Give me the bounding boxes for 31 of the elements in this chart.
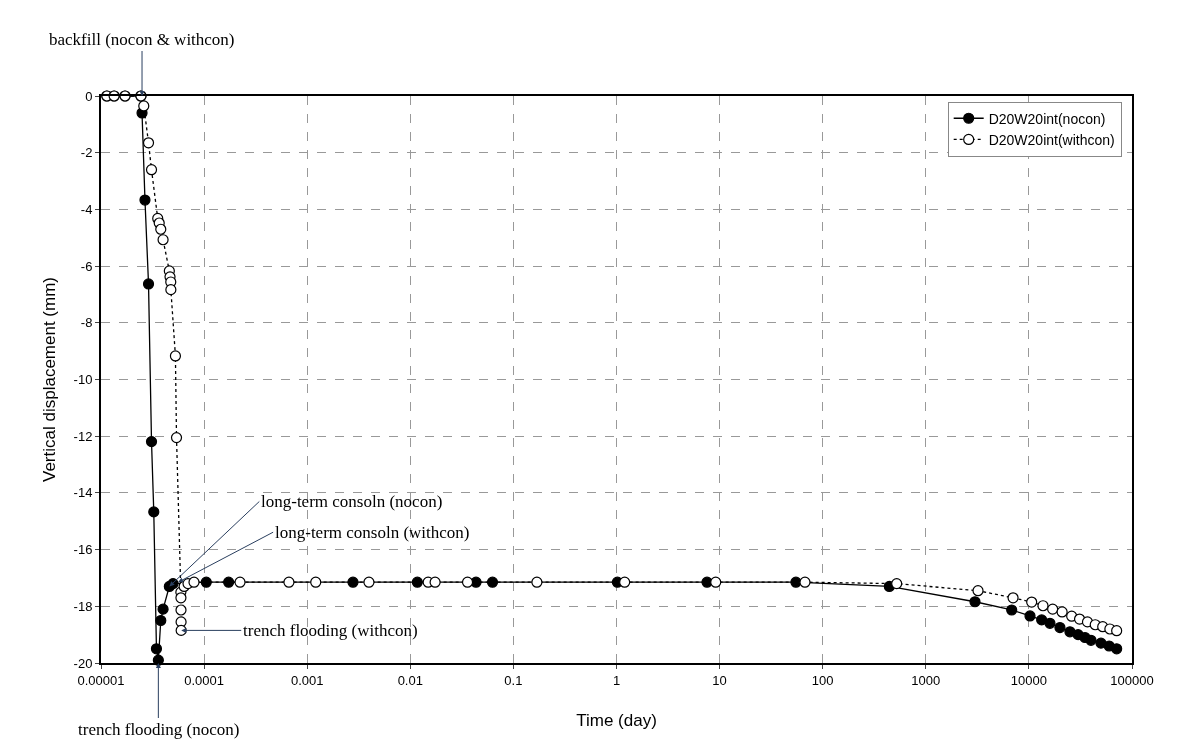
annotation: trench flooding (withcon) [243, 621, 418, 640]
x-tick-label: 1000 [911, 672, 941, 688]
annotation: backfill (nocon & withcon) [49, 30, 235, 49]
y-tick-label: -2 [80, 145, 93, 161]
annotation: long-term consoln (withcon) [275, 523, 470, 542]
y-tick-label: -10 [73, 372, 93, 388]
x-tick-label: 10 [712, 672, 727, 688]
x-tick-label: 0.00001 [77, 672, 125, 688]
x-axis-title: Time (day) [576, 711, 657, 731]
x-tick-label: 100 [811, 672, 834, 688]
y-tick-label: -18 [73, 598, 93, 614]
y-tick-label: -16 [73, 542, 93, 558]
x-tick-label: 100000 [1110, 672, 1154, 688]
y-tick-label: -20 [73, 655, 93, 671]
annotation: trench flooding (nocon) [78, 720, 240, 739]
y-axis-title: Vertical displacement (mm) [39, 276, 59, 483]
legend-label: D20W20int(nocon) [988, 110, 1106, 127]
x-tick-label: 1 [612, 672, 621, 688]
x-tick-label: 0.001 [290, 672, 324, 688]
x-tick-label: 0.0001 [184, 672, 224, 688]
x-tick-label: 0.1 [504, 672, 523, 688]
y-tick-label: -4 [80, 201, 93, 217]
y-tick-label: -12 [73, 428, 93, 444]
y-tick-label: -14 [73, 485, 93, 501]
annotation: long-term consoln (nocon) [261, 492, 443, 511]
x-tick-label: 0.01 [397, 672, 423, 688]
x-tick-label: 10000 [1010, 672, 1047, 688]
y-tick-label: -6 [80, 258, 93, 274]
legend-label: D20W20int(withcon) [988, 131, 1115, 148]
y-tick-label: 0 [85, 88, 93, 104]
y-tick-label: -8 [80, 315, 93, 331]
